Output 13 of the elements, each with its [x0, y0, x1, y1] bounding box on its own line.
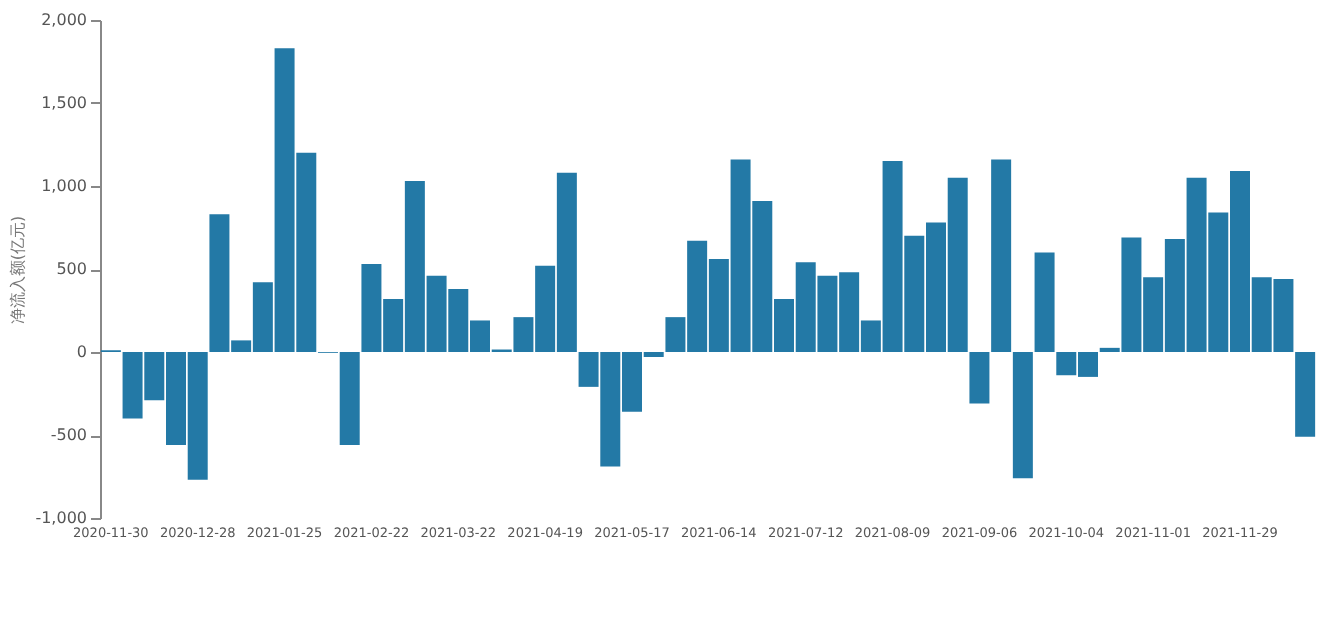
bar: [969, 352, 990, 404]
y-tick-label: 500: [56, 260, 87, 278]
bar: [1012, 352, 1033, 479]
y-axis-title: 净流入额(亿元): [9, 215, 28, 325]
y-tick-label: 2,000: [41, 11, 87, 29]
y-tick-label: 1,500: [41, 94, 87, 112]
y-tick-label: 1,000: [41, 177, 87, 195]
bar: [991, 159, 1012, 352]
y-tick-label: 0: [76, 343, 87, 361]
bar: [1295, 352, 1316, 437]
y-tick-label: -500: [50, 426, 87, 444]
bar: [1034, 252, 1055, 352]
y-tick-label: -1,000: [35, 509, 87, 527]
